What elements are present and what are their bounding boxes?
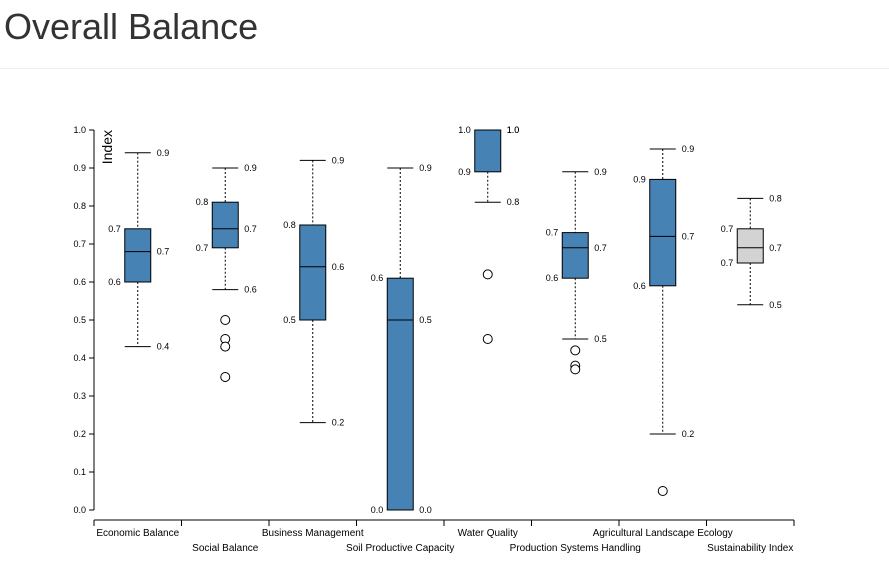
x-category-label: Soil Productive Capacity — [346, 543, 454, 554]
outlier-point — [482, 334, 493, 344]
y-tick-label: 0.8 — [73, 201, 86, 211]
x-category-label: Economic Balance — [96, 528, 179, 539]
median-label: 0.7 — [769, 243, 782, 253]
y-tick-label: 0.7 — [73, 239, 86, 249]
max-label: 0.9 — [244, 163, 257, 173]
max-label: 0.9 — [419, 163, 432, 173]
q1-label: 0.6 — [633, 281, 646, 291]
median-label: 0.7 — [682, 231, 695, 241]
y-tick-label: 0.6 — [73, 277, 86, 287]
median-label: 0.7 — [244, 224, 257, 234]
x-category-label: Production Systems Handling — [510, 543, 641, 554]
outlier-point — [220, 341, 231, 352]
x-category-label: Sustainability Index — [707, 543, 793, 554]
y-axis-label: Index — [99, 130, 115, 164]
x-category-label: Business Management — [262, 528, 364, 539]
min-label: 0.2 — [682, 429, 695, 439]
q1-label: 0.6 — [546, 273, 559, 283]
max-label: 0.9 — [332, 155, 345, 165]
max-label: 1.0 — [507, 125, 520, 135]
y-tick-label: 0.0 — [73, 505, 86, 515]
iqr-box — [211, 201, 239, 249]
page-title: Overall Balance — [4, 6, 259, 47]
box-group: 0.9 0.4 0.7 0.7 0.6 — [108, 148, 169, 352]
min-label: 0.6 — [244, 285, 257, 295]
outlier-point — [220, 372, 231, 382]
q1-label: 0.0 — [371, 505, 384, 515]
min-label: 0.5 — [769, 300, 782, 310]
min-label: 0.5 — [594, 334, 607, 344]
boxes: 0.90.40.70.70.60.90.60.70.80.70.90.20.60… — [108, 125, 782, 515]
iqr-box — [474, 129, 502, 173]
outlier-point — [570, 345, 581, 356]
max-label: 0.8 — [769, 193, 782, 203]
y-tick-label: 1.0 — [73, 125, 86, 135]
box-group: 0.9 0.5 0.7 0.7 0.6 — [546, 167, 607, 375]
box-group: 0.9 0.2 0.6 0.8 0.5 — [283, 155, 344, 427]
q3-label: 0.7 — [108, 224, 121, 234]
max-label: 0.9 — [594, 167, 607, 177]
box-group: 1.00.81.01.00.9 — [458, 125, 519, 344]
iqr-box — [649, 178, 677, 287]
y-axis: 0.0 0.1 0.2 0.3 0.4 0.5 0.6 0.7 0.8 0.9 1.0 — [73, 125, 95, 515]
median-label: 1.0 — [507, 125, 520, 135]
median-label: 0.7 — [594, 243, 607, 253]
q1-label: 0.6 — [108, 277, 121, 287]
iqr-box — [561, 232, 589, 279]
min-label: 0.0 — [419, 505, 432, 515]
y-tick-label: 0.1 — [73, 467, 86, 477]
box-group: 0.8 0.5 0.7 0.7 0.7 — [721, 193, 782, 309]
outlier-point — [657, 486, 668, 496]
max-label: 0.9 — [157, 148, 170, 158]
y-tick-label: 0.3 — [73, 391, 86, 401]
q3-label: 0.8 — [283, 220, 296, 230]
median-label: 0.5 — [419, 315, 432, 325]
min-label: 0.8 — [507, 197, 520, 207]
y-tick-label: 0.4 — [73, 353, 86, 363]
iqr-box — [124, 228, 152, 283]
q1-label: 0.5 — [283, 315, 296, 325]
iqr-box — [386, 277, 414, 511]
max-label: 0.9 — [682, 144, 695, 154]
y-tick-label: 0.5 — [73, 315, 86, 325]
outlier-point — [220, 315, 231, 325]
min-label: 0.4 — [157, 342, 170, 352]
q1-label: 0.9 — [458, 167, 471, 177]
q3-label: 0.7 — [721, 224, 734, 234]
median-label: 0.6 — [332, 262, 345, 272]
outlier-point — [482, 269, 493, 280]
iqr-box — [736, 228, 764, 264]
q3-label: 0.8 — [196, 197, 209, 207]
q1-label: 0.7 — [196, 243, 209, 253]
outlier-point — [570, 364, 581, 375]
x-category-label: Water Quality — [458, 528, 518, 539]
title-divider — [0, 68, 889, 69]
box-group: 0.9 0.6 0.7 0.8 0.7 — [196, 163, 257, 382]
q1-label: 0.7 — [721, 258, 734, 268]
y-tick-label: 0.9 — [73, 163, 86, 173]
y-tick-label: 0.2 — [73, 429, 86, 439]
min-label: 0.2 — [332, 418, 345, 428]
median-label: 0.7 — [157, 247, 170, 257]
q3-label: 1.0 — [458, 125, 471, 135]
box-group: 0.9 0.0 0.5 0.6 0.0 — [371, 163, 432, 515]
box-group: 0.9 0.2 0.7 0.9 0.6 — [633, 144, 694, 496]
q3-label: 0.7 — [546, 228, 559, 238]
q3-label: 0.6 — [371, 273, 384, 283]
x-category-label: Agricultural Landscape Ecology — [593, 528, 733, 539]
iqr-box — [299, 224, 327, 321]
q3-label: 0.9 — [633, 174, 646, 184]
x-category-label: Social Balance — [192, 543, 259, 554]
